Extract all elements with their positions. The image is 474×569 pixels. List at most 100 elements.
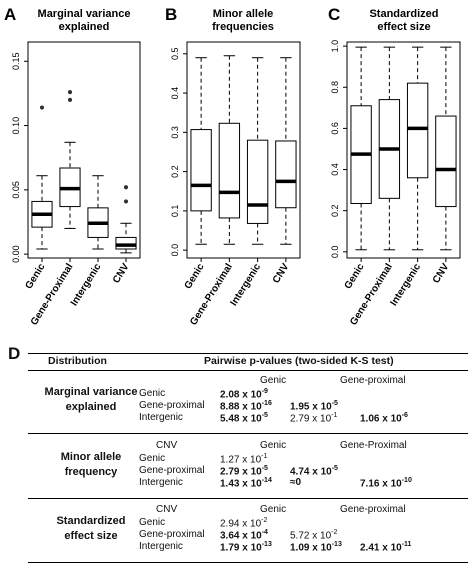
row-label: Gene-proximal [139,465,205,476]
pvalue-mantissa: 1.79 x 10 [220,542,262,554]
plot-frame [186,41,301,259]
pvalue-exponent: -6 [401,412,408,419]
pvalue-exponent: -14 [261,477,272,484]
pvalue-cell: 4.74 x 10-5 [290,465,338,477]
y-tick-label: 0.0 [170,244,180,257]
distribution-name-line: explained [65,401,117,413]
x-category-label: Genic [183,261,207,291]
column-header: CNV [156,440,178,451]
distribution-name: Minor allele frequency [26,450,156,480]
pvalue-mantissa: 5.48 x 10 [220,413,262,425]
pvalue-cell: 2.79 x 10-1 [290,412,337,424]
box-iqr [190,129,212,212]
header-rule [28,370,468,371]
pvalue-exponent: -16 [261,400,272,407]
y-tick-label: 1.0 [330,40,340,53]
pvalue-exponent: -5 [261,412,268,419]
x-category-label: Genic [343,261,367,291]
pvalue-mantissa: 7.16 x 10 [360,478,402,490]
pvalue-mantissa: 4.74 x 10 [290,466,332,478]
x-category-label: CNV [431,261,452,285]
box-intergenic [87,175,109,250]
pvalue-cell: 2.08 x 10-9 [220,388,268,400]
pvalue-mantissa: ≈0 [290,477,302,488]
y-tick-label: 0.4 [330,163,340,176]
pvalue-exponent: -11 [401,541,412,548]
column-header: CNV [156,504,178,515]
row-label: Genic [139,388,166,399]
row-label: Genic [139,453,166,464]
pvalue-exponent: -2 [331,529,338,536]
pvalue-exponent: -1 [331,412,338,419]
distribution-name-line: frequency [64,466,118,478]
panel-letter-d: D [8,344,21,363]
distribution-name-line: effect size [64,530,118,542]
pvalue-mantissa: 2.41 x 10 [360,542,402,554]
pvalue-mantissa: 1.06 x 10 [360,413,402,425]
column-header: Gene-proximal [340,375,406,386]
pvalue-mantissa: 5.72 x 10 [290,530,332,542]
row-label: Genic [139,517,166,528]
x-category-label: Genic [23,261,47,291]
column-header: Gene-proximal [340,504,406,515]
panel-letter-c: C [328,5,340,24]
y-tick-label: 0.3 [170,126,180,139]
outlier-point [67,90,73,95]
panel-title-line: Marginal variance [38,8,131,20]
box-iqr [218,122,241,219]
pvalue-exponent: -5 [261,465,268,472]
distribution-name: Standardized effect size [26,514,156,544]
distribution-name: Marginal variance explained [26,385,156,415]
pvalue-table: D Distribution Pairwise p-values (two-si… [8,344,470,566]
outlier-point [67,97,73,102]
box-genic [190,57,212,245]
pvalue-cell: 1.43 x 10-14 [220,477,272,489]
pvalue-mantissa: 2.79 x 10 [290,413,332,425]
panel-title-line: explained [59,21,110,33]
panel-letter-a: A [4,5,16,24]
y-tick-label: 0.8 [330,81,340,94]
row-label: Intergenic [139,412,183,423]
row-label: Gene-proximal [139,400,205,411]
pvalue-exponent: -4 [261,529,268,536]
pvalue-cell: 5.72 x 10-2 [290,529,337,541]
box-iqr [406,82,429,179]
x-category-label: CNV [111,261,132,285]
box-genic [31,105,53,250]
y-tick-label: 0.1 [170,205,180,218]
distribution-name-line: Standardized [56,515,126,527]
pvalue-cell: 3.64 x 10-4 [220,529,268,541]
row-label: Intergenic [139,541,183,552]
y-tick-label: 0.6 [330,122,340,135]
pvalue-cell: 8.88 x 10-16 [220,400,272,412]
box-gene-proximal [59,90,81,229]
y-tick-label: 0.2 [170,165,180,178]
pvalue-cell: 7.16 x 10-10 [360,477,412,489]
pvalue-exponent: -13 [261,541,272,548]
box-cnv [435,46,457,251]
pvalue-mantissa: 8.88 x 10 [220,401,262,413]
box-iqr [115,236,137,250]
box-gene-proximal [378,46,401,251]
box-intergenic [406,46,429,251]
box-genic [350,46,372,251]
box-iqr [246,139,269,224]
y-tick-label: 0.10 [11,117,21,135]
pvalue-mantissa: 2.79 x 10 [220,466,262,478]
box-intergenic [246,57,269,245]
panel-title-line: Standardized [369,8,438,20]
pvalue-exponent: -5 [331,400,338,407]
y-tick-label: 0.0 [330,246,340,259]
column-header: Genic [260,440,287,451]
group-rule [28,433,468,434]
box-iqr [275,140,297,209]
y-tick-label: 0.2 [330,204,340,217]
pvalue-exponent: -1 [261,453,268,460]
distribution-name-line: Marginal variance [44,386,138,398]
row-label: Gene-proximal [139,529,205,540]
header-distribution: Distribution [48,355,107,367]
plot-frame [27,41,141,259]
column-header: Genic [260,375,287,386]
